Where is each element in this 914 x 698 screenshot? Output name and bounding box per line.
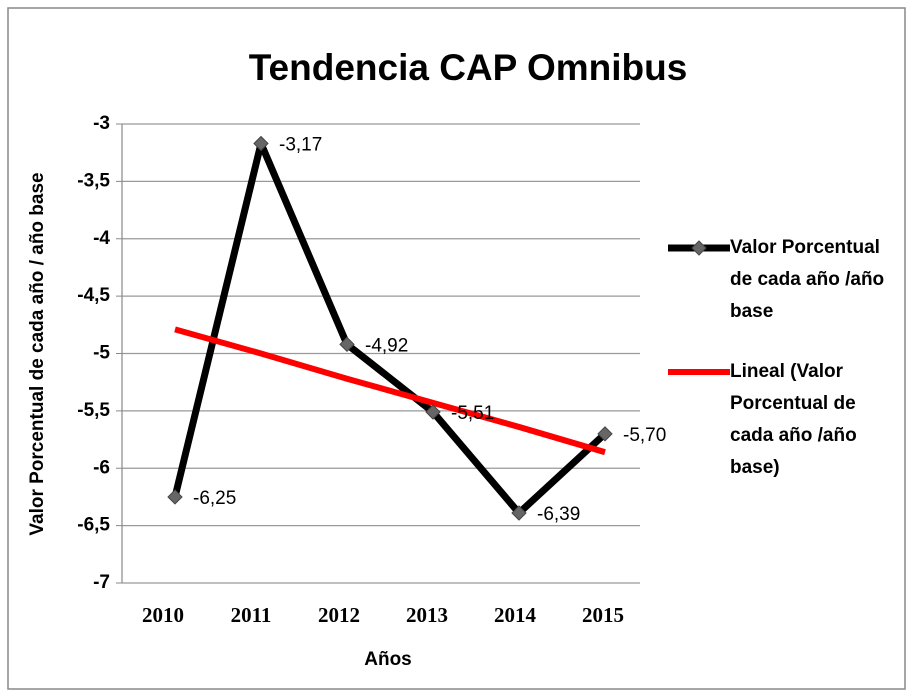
data-point	[597, 426, 613, 442]
chart-border	[7, 7, 906, 690]
data-point	[253, 135, 269, 152]
x-tick-label: 2010	[142, 603, 184, 627]
legend-label: Lineal (Valor Porcentual de cada año /añ…	[730, 361, 857, 478]
data-label: -6,39	[537, 504, 580, 525]
trend-line	[174, 326, 606, 456]
y-tick-label: -5	[93, 343, 110, 364]
data-point	[167, 489, 183, 505]
data-label: -5,70	[623, 425, 666, 446]
x-tick-label: 2013	[406, 603, 448, 627]
data-label: -6,25	[193, 488, 236, 509]
data-label: -4,92	[365, 335, 408, 356]
y-tick-label: -7	[93, 572, 110, 593]
legend-marker	[691, 240, 707, 256]
data-label: -5,51	[451, 403, 494, 424]
data-point	[339, 336, 355, 353]
x-tick-label: 2012	[318, 603, 360, 627]
x-tick-label: 2015	[582, 603, 624, 627]
y-tick-label: -4	[93, 228, 110, 249]
data-point	[425, 404, 441, 420]
y-tick-label: -3	[93, 113, 110, 134]
y-tick-label: -6,5	[77, 515, 110, 536]
data-line	[171, 140, 608, 517]
legend-label: Valor Porcentual de cada año /año base	[730, 237, 885, 322]
y-tick-label: -3,5	[77, 170, 110, 191]
data-point	[511, 505, 527, 521]
y-tick-label: -4,5	[77, 285, 110, 306]
data-label: -3,17	[279, 135, 322, 156]
chart-title: Tendencia CAP Omnibus	[249, 47, 688, 88]
x-axis-title: Años	[364, 649, 412, 670]
y-tick-label: -6	[93, 457, 110, 478]
x-tick-label: 2011	[231, 603, 272, 627]
y-tick-label: -5,5	[77, 400, 110, 421]
y-axis-title: Valor Porcentual de cada año / año base	[27, 172, 48, 535]
x-tick-label: 2014	[494, 603, 537, 627]
